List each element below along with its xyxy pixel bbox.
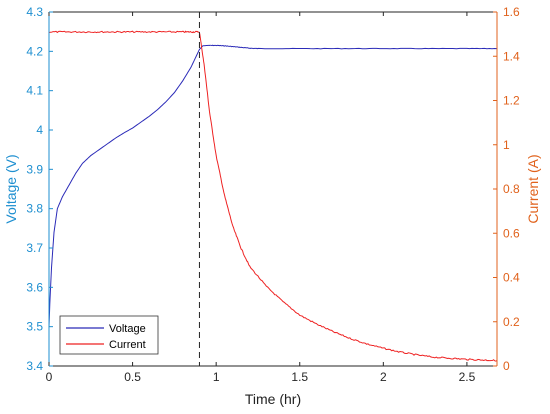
x-axis-title: Time (hr) xyxy=(245,391,301,407)
right-y-axis-title: Current (A) xyxy=(525,154,541,223)
x-tick-label: 1 xyxy=(213,370,220,384)
plot-area xyxy=(49,12,497,366)
left-y-tick-label: 3.7 xyxy=(26,241,43,255)
legend-voltage-label: Voltage xyxy=(109,323,146,335)
legend-box xyxy=(59,315,159,355)
right-y-tick-label: 0.6 xyxy=(503,226,520,240)
left-y-tick-label: 4 xyxy=(36,123,43,137)
x-tick-label: 1.5 xyxy=(291,370,308,384)
right-y-tick-label: 1 xyxy=(503,138,510,152)
left-y-tick-label: 4.1 xyxy=(26,84,43,98)
x-tick-label: 2.5 xyxy=(459,370,476,384)
left-y-tick-label: 3.8 xyxy=(26,202,43,216)
x-tick-label: 2 xyxy=(380,370,387,384)
series-line-current xyxy=(48,30,498,362)
x-tick-label: 0 xyxy=(46,370,53,384)
right-y-tick-label: 0.8 xyxy=(503,182,520,196)
left-y-tick-label: 3.5 xyxy=(26,320,43,334)
left-y-tick-label: 4.2 xyxy=(26,44,43,58)
legend: Voltage Current xyxy=(59,315,159,355)
right-y-tick-label: 1.4 xyxy=(503,49,520,63)
x-tick-label: 0.5 xyxy=(124,370,141,384)
legend-current-label: Current xyxy=(109,339,146,351)
right-y-tick-label: 0 xyxy=(503,359,510,373)
series-layer xyxy=(48,12,498,366)
left-y-tick-label: 4.3 xyxy=(26,5,43,19)
right-y-tick-label: 1.2 xyxy=(503,94,520,108)
right-y-tick-label: 1.6 xyxy=(503,5,520,19)
right-y-tick-label: 0.4 xyxy=(503,271,520,285)
left-y-axis-title: Voltage (V) xyxy=(3,154,19,223)
left-y-tick-label: 3.4 xyxy=(26,359,43,373)
left-y-tick-label: 3.9 xyxy=(26,162,43,176)
right-y-tick-label: 0.2 xyxy=(503,315,520,329)
series-line-voltage xyxy=(48,44,498,327)
left-y-tick-label: 3.6 xyxy=(26,280,43,294)
axis-layer: 0 0.5 1 1.5 2 2.5 3.4 3.5 3.6 3.7 3.8 3.9 4 4.1 4.2 4.3… xyxy=(26,5,520,384)
